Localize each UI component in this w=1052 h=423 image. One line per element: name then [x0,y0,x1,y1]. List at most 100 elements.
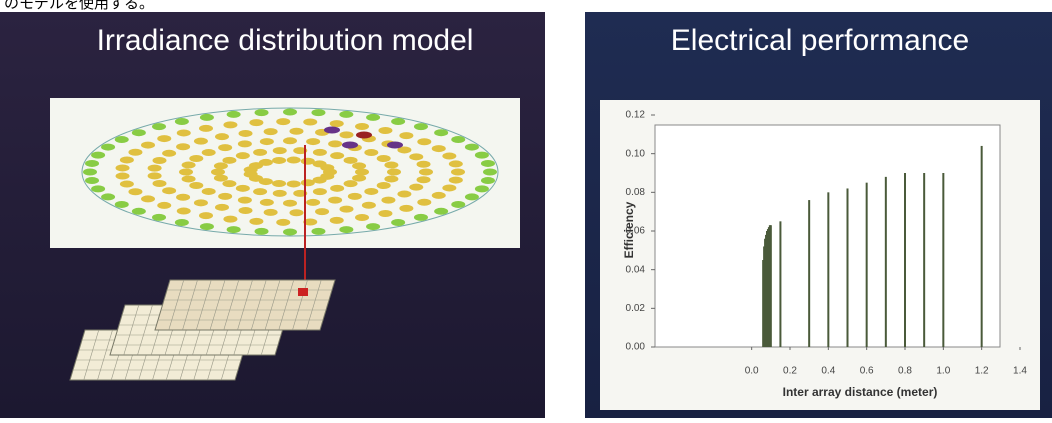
heliostat [414,214,428,221]
heliostat [182,175,196,182]
heliostat [442,184,456,191]
heliostat [227,226,241,233]
target-cell [298,288,308,296]
heliostat [222,180,236,187]
heliostat [328,197,342,204]
bar [808,200,810,347]
heliostat [320,164,334,171]
heliostat [276,219,290,226]
heliostat [162,187,176,194]
heliostat [189,155,203,162]
heliostat [384,175,398,182]
heliostat [215,133,229,140]
heliostat [419,169,433,176]
heliostat [199,212,213,219]
heliostat [342,142,358,149]
heliostat [391,118,405,125]
heliostat [384,162,398,169]
bar [847,188,849,347]
heliostat [283,229,297,236]
heliostat [85,160,99,167]
heliostat [152,214,166,221]
bar [827,192,829,347]
heliostat [451,136,465,143]
heliostat [202,149,216,156]
heliostat [344,157,358,164]
heliostat [120,156,134,163]
x-tick-label: 1.2 [975,366,989,377]
heliostat [348,193,362,200]
heliostat [141,195,155,202]
heliostat [442,153,456,160]
y-tick-label: 0.12 [626,110,646,121]
left-title: Irradiance distribution model [97,24,474,57]
heliostat [330,217,344,224]
heliostat [116,173,130,180]
heliostat [260,199,274,206]
heliostat [116,164,130,171]
heliostat [339,226,353,233]
heliostat [417,176,431,183]
heliostat [330,120,344,127]
heliostat [101,193,115,200]
heliostat [387,142,403,149]
heliostat [283,137,297,144]
heliostat [153,157,167,164]
heliostat [189,182,203,189]
heliostat [227,111,241,118]
x-tick-label: 0.2 [783,366,797,377]
heliostat [238,140,252,147]
heliostat [132,129,146,136]
heliostat [356,132,372,139]
x-axis-label: Inter array distance (meter) [783,385,938,399]
heliostat [378,210,392,217]
heliostat [324,127,340,134]
bar [923,173,925,347]
heliostat [194,138,208,145]
heliostat [176,194,190,201]
heliostat [475,152,489,159]
heliostat [355,214,369,221]
heliostat [366,223,380,230]
x-tick-label: 0.8 [898,366,912,377]
right-title: Electrical performance [671,24,969,57]
heliostat [352,162,366,169]
heliostat [434,208,448,215]
bar [981,146,983,347]
heliostat [399,205,413,212]
heliostat [283,109,297,116]
heliostat [238,197,252,204]
heliostat [200,114,214,121]
y-tick-label: 0.02 [626,303,646,314]
heliostat [120,181,134,188]
heliostat [355,123,369,130]
heliostat [465,144,479,151]
heliostat [381,197,395,204]
heliostat [253,188,267,195]
x-tick-label: 0.4 [821,366,835,377]
heliostat [344,180,358,187]
bar [904,173,906,347]
y-tick-label: 0.04 [626,264,646,275]
heliostat [414,123,428,130]
heliostat [417,161,431,168]
heliostat [179,169,193,176]
heliostat [194,199,208,206]
heliostat [339,206,353,213]
heliostat [483,169,497,176]
heliostat [175,118,189,125]
heliostat [306,199,320,206]
heliostat [313,149,327,156]
screenshot: のモデルを使用する。 Irradiance distribution model… [0,0,1052,418]
heliostat [91,185,105,192]
heliostat [313,188,327,195]
heliostat [364,188,378,195]
heliostat [152,123,166,130]
heliostat [287,157,301,164]
heliostat [391,219,405,226]
heliostat [355,169,369,176]
heliostat [249,119,263,126]
heliostat [132,208,146,215]
bar [866,183,868,347]
y-tick-label: 0.00 [626,342,646,353]
